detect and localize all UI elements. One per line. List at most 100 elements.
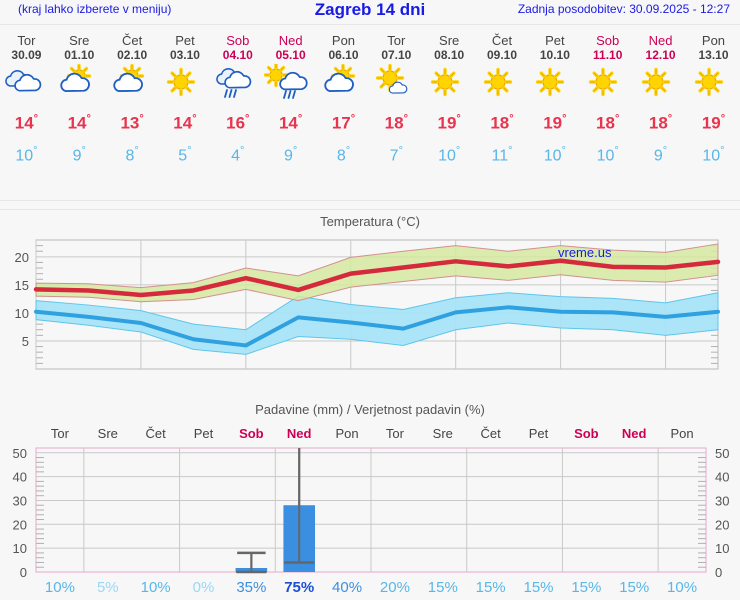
- weather-icon-cell-2: [106, 62, 159, 104]
- svg-text:Čet: Čet: [146, 426, 167, 441]
- svg-text:20: 20: [13, 517, 27, 532]
- weather-icon-cell-5: [264, 62, 317, 104]
- svg-text:75%: 75%: [284, 579, 314, 596]
- svg-text:20: 20: [15, 250, 29, 265]
- degree-sign: °: [561, 145, 566, 158]
- svg-text:Pon: Pon: [336, 426, 359, 441]
- temp-min: 11: [491, 147, 509, 165]
- temp-min: 10: [596, 147, 615, 165]
- day-name: Sre: [439, 33, 460, 48]
- svg-text:Sre: Sre: [98, 426, 118, 441]
- weather-icon-cell-0: [0, 62, 53, 104]
- day-cell-6[interactable]: Pon: [317, 26, 370, 48]
- svg-text:10%: 10%: [667, 579, 697, 596]
- svg-text:Tor: Tor: [386, 426, 405, 441]
- day-date: 03.10: [169, 48, 200, 62]
- day-name: Ned: [278, 33, 303, 48]
- sun-rain-icon: [264, 64, 308, 99]
- temp-max: 17: [331, 113, 351, 133]
- svg-text:15%: 15%: [476, 579, 506, 596]
- day-cell-13[interactable]: Pon: [687, 26, 740, 48]
- day-name: Tor: [387, 33, 406, 48]
- day-name: Čet: [491, 33, 513, 48]
- degree-sign: °: [350, 113, 356, 125]
- svg-text:Pet: Pet: [194, 426, 214, 441]
- precipitation-chart-svg: Padavine (mm) / Verjetnost padavin (%) To…: [13, 402, 730, 596]
- day-cell-4[interactable]: Sob: [211, 26, 264, 48]
- degree-sign: °: [187, 145, 192, 158]
- weather-icon-cell-6: [317, 62, 370, 104]
- sunny-icon: [430, 67, 459, 97]
- svg-text:50: 50: [715, 446, 729, 461]
- day-name: Sob: [596, 33, 620, 48]
- temp-min: 5: [178, 147, 188, 165]
- degree-sign: °: [134, 145, 139, 158]
- day-date-row: 30.09 01.10 02.10 03.10 04.10 05.10 06.1…: [0, 48, 740, 62]
- temp-min: 10: [543, 147, 562, 165]
- page-title: Zagreb 14 dni: [314, 0, 426, 19]
- sunny-icon: [536, 67, 565, 97]
- svg-text:40: 40: [715, 470, 729, 485]
- weather-icon-cell-10: [528, 62, 581, 104]
- temp-max: 13: [120, 113, 140, 133]
- degree-sign: °: [720, 113, 726, 125]
- degree-sign: °: [455, 145, 461, 158]
- day-cell-2[interactable]: Čet: [106, 26, 159, 48]
- svg-text:5%: 5%: [97, 579, 119, 596]
- degree-sign: °: [398, 145, 403, 158]
- day-cell-1[interactable]: Sre: [53, 26, 106, 48]
- svg-text:Sre: Sre: [433, 426, 453, 441]
- day-cell-9[interactable]: Čet: [476, 26, 529, 48]
- tmin-row: 10° 9° 8° 5° 4° 9° 8° 7° 10° 11° 10° 10°…: [0, 138, 740, 169]
- forecast-table: Tor Sre Čet Pet Sob Ned Pon Tor Sre Čet …: [0, 26, 740, 170]
- svg-text:Čet: Čet: [481, 426, 502, 441]
- day-cell-7[interactable]: Tor: [370, 26, 423, 48]
- svg-text:15%: 15%: [571, 579, 601, 596]
- svg-text:20%: 20%: [380, 579, 410, 596]
- day-cell-8[interactable]: Sre: [423, 26, 476, 48]
- degree-sign: °: [667, 113, 673, 125]
- temp-min: 9: [72, 147, 82, 165]
- svg-text:Sob: Sob: [574, 426, 599, 441]
- day-date: 02.10: [117, 48, 148, 62]
- svg-text:0: 0: [715, 565, 722, 580]
- degree-sign: °: [662, 145, 668, 158]
- degree-sign: °: [403, 113, 408, 125]
- day-name: Pet: [175, 33, 195, 48]
- degree-sign: °: [297, 113, 303, 125]
- day-cell-12[interactable]: Ned: [634, 26, 687, 48]
- sunny-icon: [483, 67, 512, 97]
- strip-divider-2: [0, 209, 740, 210]
- degree-sign: °: [614, 145, 619, 158]
- day-date: 07.10: [381, 48, 412, 62]
- svg-text:Pet: Pet: [529, 426, 549, 441]
- temp-min: 10: [702, 147, 721, 165]
- svg-text:vreme.us: vreme.us: [558, 245, 612, 260]
- degree-sign: °: [240, 145, 245, 158]
- day-date: 05.10: [275, 48, 306, 62]
- degree-sign: °: [456, 113, 461, 125]
- temp-max: 16: [226, 113, 246, 133]
- day-cell-3[interactable]: Pet: [159, 26, 212, 48]
- temp-max: 18: [490, 113, 510, 133]
- weather-icon-cell-13: [687, 62, 740, 104]
- weather-icon-cell-1: [53, 62, 106, 104]
- day-cell-0[interactable]: Tor: [0, 26, 53, 48]
- day-cell-5[interactable]: Ned: [264, 26, 317, 48]
- svg-text:15%: 15%: [619, 579, 649, 596]
- svg-text:0: 0: [20, 565, 27, 580]
- weather-icon-cell-11: [581, 62, 634, 104]
- day-cell-10[interactable]: Pet: [528, 26, 581, 48]
- svg-text:0%: 0%: [193, 579, 215, 596]
- svg-text:15%: 15%: [428, 579, 458, 596]
- temp-max: 14: [67, 113, 87, 133]
- temp-min: 9: [653, 147, 663, 165]
- temp-min: 4: [231, 147, 241, 165]
- svg-text:40: 40: [13, 470, 27, 485]
- svg-text:10: 10: [715, 541, 729, 556]
- day-date: 06.10: [328, 48, 359, 62]
- day-cell-11[interactable]: Sob: [581, 26, 634, 48]
- temp-max: 19: [543, 113, 563, 133]
- forecast-strip: Tor Sre Čet Pet Sob Ned Pon Tor Sre Čet …: [0, 26, 740, 201]
- weather-icon-cell-7: [370, 62, 423, 104]
